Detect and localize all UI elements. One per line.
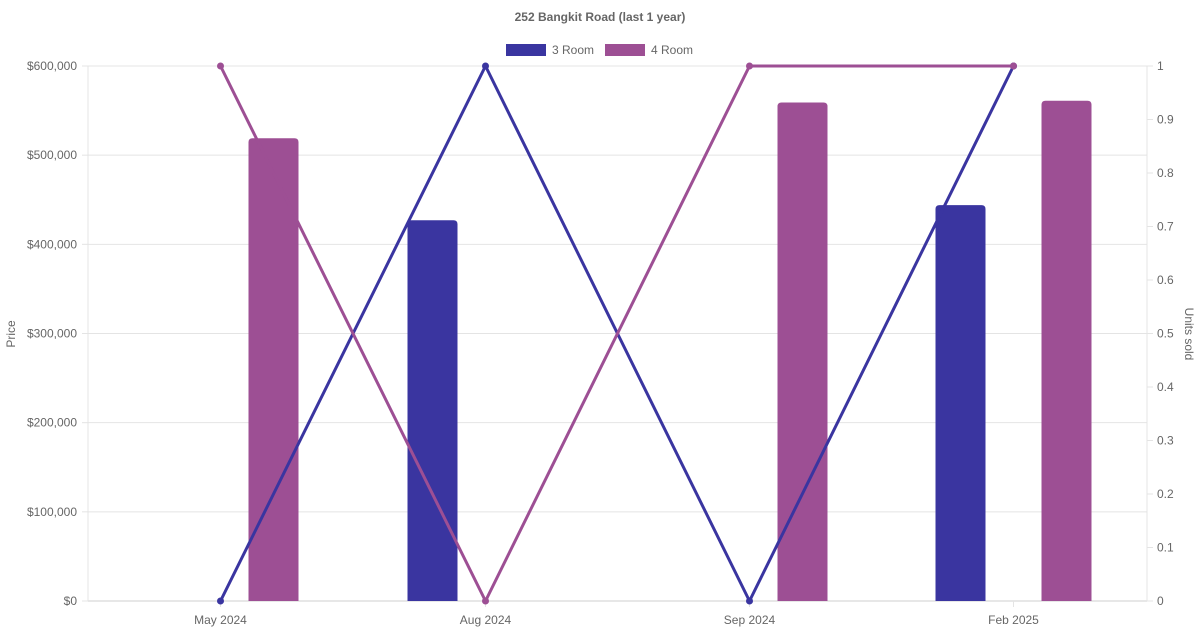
point-4-room[interactable]: [1010, 62, 1017, 70]
x-tick-label: Sep 2024: [724, 613, 776, 627]
legend: 3 Room 4 Room: [506, 43, 693, 57]
y-axis-left-title: Price: [4, 320, 18, 348]
line-4-room: [219, 64, 1014, 603]
y-right-tick-label: 0: [1157, 594, 1164, 608]
point-4-room[interactable]: [746, 62, 753, 70]
y-left-tick-label: $100,000: [27, 505, 77, 519]
bar-3-room[interactable]: [935, 205, 986, 601]
y-right-tick-label: 0.8: [1157, 166, 1174, 180]
bar-3-room[interactable]: [407, 220, 458, 601]
lines: [217, 62, 1017, 605]
point-4-room[interactable]: [217, 62, 224, 70]
x-tick-label: Feb 2025: [988, 613, 1039, 627]
y-axis-right-title: Units sold: [1182, 308, 1196, 361]
y-right-tick-label: 0.2: [1157, 487, 1174, 501]
legend-item-3-room[interactable]: 3 Room: [506, 43, 594, 57]
y-right-tick-label: 0.6: [1157, 273, 1174, 287]
y-left-tick-label: $200,000: [27, 416, 77, 430]
x-axis-ticks: May 2024 Aug 2024 Sep 2024 Feb 2025: [194, 601, 1039, 627]
legend-swatch-4-room: [605, 44, 645, 56]
bar-4-room[interactable]: [1041, 100, 1092, 602]
y-right-tick-label: 1: [1157, 59, 1164, 73]
point-4-room[interactable]: [482, 597, 489, 605]
y-left-tick-label: $500,000: [27, 148, 77, 162]
y-right-tick-label: 0.7: [1157, 220, 1174, 234]
bars: [248, 100, 1092, 602]
x-tick-label: May 2024: [194, 613, 247, 627]
y-left-tick-label: $600,000: [27, 59, 77, 73]
y-right-tick-label: 0.1: [1157, 541, 1174, 555]
bar-4-room[interactable]: [248, 138, 299, 601]
y-right-tick-label: 0.9: [1157, 113, 1174, 127]
y-right-tick-label: 0.4: [1157, 380, 1174, 394]
bar-4-room[interactable]: [777, 102, 828, 601]
point-3-room[interactable]: [482, 62, 489, 70]
legend-swatch-3-room: [506, 44, 546, 56]
y-axis-right-ticks: 0 0.1 0.2 0.3 0.4 0.5 0.6 0.7 0.8 0.9 1: [1147, 59, 1174, 608]
legend-label-4-room: 4 Room: [651, 43, 693, 57]
y-right-tick-label: 0.5: [1157, 327, 1174, 341]
y-left-tick-label: $0: [64, 594, 78, 608]
y-left-tick-label: $400,000: [27, 237, 77, 251]
y-right-tick-label: 0.3: [1157, 434, 1174, 448]
y-axis-left-ticks: $0 $100,000 $200,000 $300,000 $400,000 $500,0…: [27, 59, 88, 608]
chart-title: 252 Bangkit Road (last 1 year): [515, 10, 686, 24]
legend-label-3-room: 3 Room: [552, 43, 594, 57]
point-3-room[interactable]: [217, 597, 224, 605]
point-3-room[interactable]: [746, 597, 753, 605]
x-tick-label: Aug 2024: [460, 613, 512, 627]
y-left-tick-label: $300,000: [27, 327, 77, 341]
legend-item-4-room[interactable]: 4 Room: [605, 43, 693, 57]
